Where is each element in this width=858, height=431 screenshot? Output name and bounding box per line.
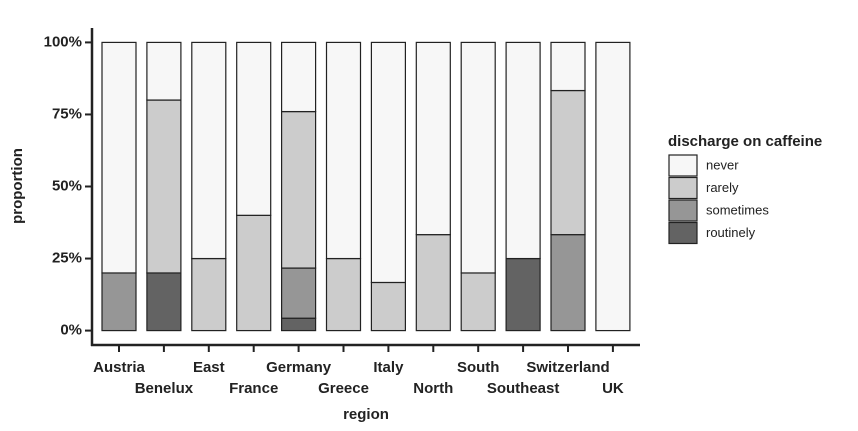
- bar-segment: [146, 99, 182, 274]
- legend-swatch: [668, 199, 698, 222]
- x-tick-label: Benelux: [135, 380, 194, 397]
- bar-segment: [281, 110, 317, 269]
- bar-segment: [595, 41, 631, 332]
- bar-segment: [281, 317, 317, 332]
- bar-segment: [370, 281, 406, 332]
- bar-segment: [325, 41, 362, 260]
- bar-segment: [550, 89, 586, 236]
- bar-segment: [236, 41, 272, 216]
- x-tick-label: France: [229, 380, 278, 397]
- legend-title: discharge on caffeine: [668, 133, 822, 150]
- bar-segment: [101, 272, 137, 332]
- bar-segment: [370, 41, 406, 284]
- x-tick-label: North: [413, 380, 453, 397]
- x-tick-label: South: [457, 359, 500, 376]
- bar-segment: [236, 214, 272, 332]
- x-tick-label: East: [193, 359, 225, 376]
- legend-label: sometimes: [706, 202, 769, 217]
- y-tick-label: 100%: [44, 33, 82, 50]
- y-tick-label: 50%: [52, 177, 82, 194]
- bar-segment: [146, 41, 182, 101]
- bar-segment: [415, 234, 451, 332]
- x-tick-label: Southeast: [487, 380, 560, 397]
- bar-segment: [191, 41, 227, 260]
- legend-swatch: [668, 176, 698, 200]
- y-tick-label: 0%: [60, 322, 82, 339]
- bar-segment: [281, 267, 317, 319]
- bar-segment: [415, 41, 451, 236]
- legend-swatch: [668, 154, 698, 177]
- y-tick-label: 75%: [52, 105, 82, 122]
- bar-segment: [460, 272, 496, 332]
- legend-label: never: [706, 157, 739, 172]
- x-tick-label: Germany: [266, 359, 332, 376]
- bar-segment: [101, 41, 137, 274]
- y-axis-title: proportion: [9, 148, 26, 224]
- bar-segment: [550, 234, 586, 332]
- legend-label: routinely: [706, 225, 756, 240]
- bar-segment: [325, 257, 362, 332]
- x-tick-label: Italy: [373, 359, 404, 376]
- bar-segment: [550, 41, 586, 92]
- legend-swatch: [668, 221, 698, 245]
- bar-segment: [146, 272, 182, 332]
- bar-segment: [505, 257, 541, 332]
- x-axis-title: region: [343, 406, 389, 423]
- y-tick-label: 25%: [52, 250, 82, 267]
- bar-segment: [191, 257, 227, 332]
- legend-label: rarely: [706, 180, 739, 195]
- bar-segment: [281, 41, 317, 113]
- bar-segment: [460, 41, 496, 274]
- x-tick-label: Austria: [93, 359, 145, 376]
- x-tick-label: Greece: [318, 380, 369, 397]
- x-tick-label: Switzerland: [526, 359, 609, 376]
- bar-segment: [505, 41, 541, 260]
- x-tick-label: UK: [602, 380, 624, 397]
